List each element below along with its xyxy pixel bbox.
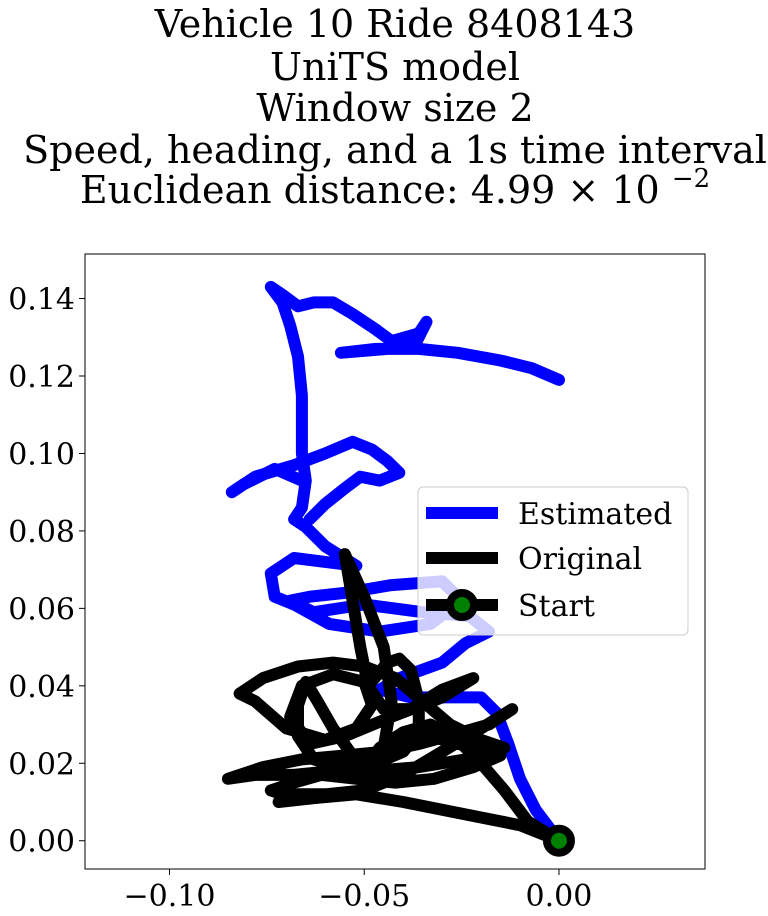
chart-title: Vehicle 10 Ride 8408143 UniTS model Wind… bbox=[23, 2, 767, 212]
title-line-5: Euclidean distance: 4.99 × 10 −2 bbox=[80, 164, 710, 212]
y-tick-label: 0.04 bbox=[8, 670, 75, 705]
legend-label-start: Start bbox=[518, 589, 595, 624]
legend-label-original: Original bbox=[518, 542, 642, 577]
x-tick-label: −0.10 bbox=[124, 879, 216, 914]
y-tick-label: 0.06 bbox=[8, 592, 75, 627]
y-tick-label: 0.10 bbox=[8, 437, 75, 472]
title-exponent-base: 10 bbox=[611, 168, 659, 212]
x-tick-label: 0.00 bbox=[526, 879, 593, 914]
title-times-sign: × bbox=[567, 168, 599, 212]
series-line-original-overlay bbox=[264, 652, 507, 805]
y-axis: 0.00 0.02 0.04 0.06 0.08 0.10 0.12 0.14 bbox=[8, 283, 85, 860]
x-axis: −0.10 −0.05 0.00 bbox=[124, 869, 593, 914]
y-tick-label: 0.02 bbox=[8, 747, 75, 782]
start-marker bbox=[542, 824, 575, 857]
series-line-original bbox=[221, 548, 565, 847]
y-tick-label: 0.14 bbox=[8, 283, 75, 318]
title-line-1: Vehicle 10 Ride 8408143 bbox=[154, 2, 635, 46]
title-line-3: Window size 2 bbox=[256, 86, 533, 130]
series-line-estimated-overlay bbox=[225, 435, 406, 526]
legend-box bbox=[417, 486, 689, 636]
plot-frame bbox=[84, 253, 706, 870]
legend-marker-start bbox=[446, 589, 478, 621]
title-line-4: Speed, heading, and a 1s time interval bbox=[23, 128, 767, 172]
marker-layer bbox=[542, 824, 575, 857]
y-tick-label: 0.08 bbox=[8, 515, 75, 550]
y-tick-label: 0.12 bbox=[8, 360, 75, 395]
legend-label-estimated: Estimated bbox=[518, 497, 672, 532]
y-tick-label: 0.00 bbox=[8, 825, 75, 860]
title-line-2: UniTS model bbox=[270, 45, 520, 89]
x-tick-label: −0.05 bbox=[318, 879, 410, 914]
title-distance-value: Euclidean distance: 4.99 bbox=[80, 168, 555, 212]
title-exponent: −2 bbox=[672, 164, 710, 194]
series-layer bbox=[221, 280, 565, 847]
legend: Estimated Original Start bbox=[417, 486, 689, 636]
